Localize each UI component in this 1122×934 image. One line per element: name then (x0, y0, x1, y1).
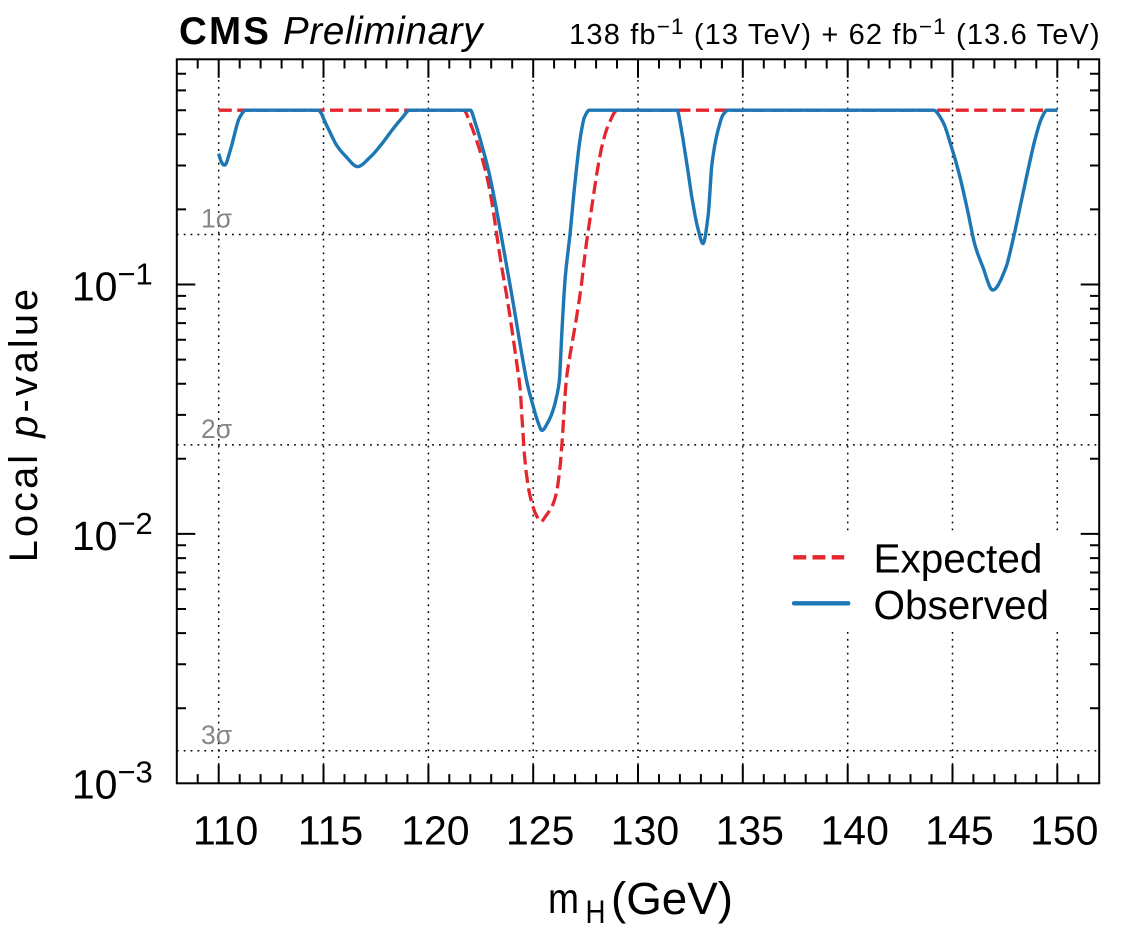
svg-text:110: 110 (193, 807, 258, 853)
svg-text:10−3: 10−3 (72, 755, 153, 808)
svg-text:3σ: 3σ (201, 720, 232, 750)
svg-text:120: 120 (401, 807, 469, 853)
svg-text:145: 145 (925, 807, 993, 853)
svg-text:1σ: 1σ (201, 204, 232, 234)
svg-text:(GeV): (GeV) (611, 873, 733, 924)
svg-text:Preliminary: Preliminary (283, 10, 485, 53)
svg-text:135: 135 (716, 807, 784, 853)
svg-text:150: 150 (1030, 807, 1098, 853)
svg-text:CMS: CMS (179, 10, 271, 53)
svg-text:Local p-value: Local p-value (2, 286, 46, 562)
svg-text:m: m (548, 875, 579, 923)
svg-text:138 fb−1 (13 TeV) + 62 fb−1 (1: 138 fb−1 (13 TeV) + 62 fb−1 (13.6 TeV) (569, 14, 1101, 51)
svg-text:130: 130 (611, 807, 679, 853)
svg-text:2σ: 2σ (201, 414, 232, 444)
svg-text:125: 125 (506, 807, 574, 853)
svg-text:115: 115 (298, 807, 363, 853)
svg-text:140: 140 (820, 807, 888, 853)
svg-text:Observed: Observed (874, 582, 1050, 628)
svg-text:Expected: Expected (874, 536, 1043, 582)
svg-text:H: H (586, 894, 606, 930)
